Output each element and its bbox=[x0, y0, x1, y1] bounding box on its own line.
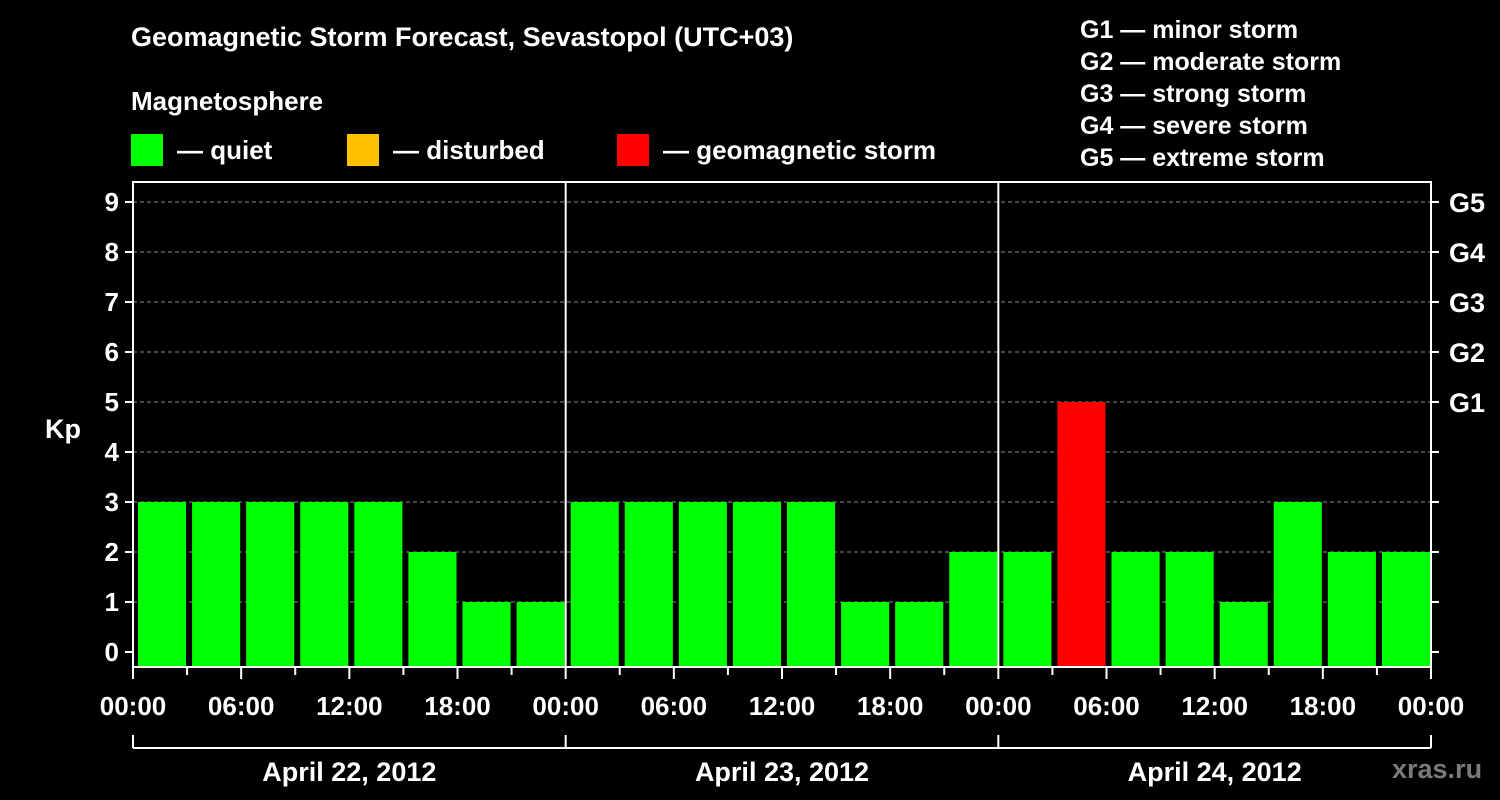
x-tick-label: 06:00 bbox=[1073, 691, 1140, 721]
y-tick-label: 9 bbox=[105, 187, 119, 217]
x-tick-label: 06:00 bbox=[641, 691, 708, 721]
kp-bar bbox=[246, 502, 295, 667]
kp-bar bbox=[1165, 552, 1214, 667]
day-label: April 23, 2012 bbox=[695, 757, 869, 787]
kp-bar bbox=[570, 502, 619, 667]
x-tick-label: 06:00 bbox=[208, 691, 275, 721]
kp-bar bbox=[1003, 552, 1052, 667]
kp-bar bbox=[841, 602, 890, 667]
x-tick-label: 18:00 bbox=[857, 691, 924, 721]
kp-bar bbox=[1381, 552, 1430, 667]
storm-swatch bbox=[617, 134, 649, 166]
kp-bar bbox=[949, 552, 998, 667]
x-tick-label: 12:00 bbox=[316, 691, 383, 721]
chart-title: Geomagnetic Storm Forecast, Sevastopol (… bbox=[131, 22, 794, 52]
g-scale-label: G2 bbox=[1449, 338, 1485, 368]
x-tick-label: 00:00 bbox=[100, 691, 167, 721]
kp-bar bbox=[462, 602, 511, 667]
legend-disturbed-label: — disturbed bbox=[393, 134, 545, 165]
g-scale-item: G2 — moderate storm bbox=[1080, 48, 1342, 76]
legend-heading: Magnetosphere bbox=[131, 86, 324, 116]
legend-storm-label: — geomagnetic storm bbox=[663, 134, 937, 165]
kp-bar bbox=[732, 502, 781, 667]
quiet-swatch bbox=[131, 134, 163, 166]
disturbed-swatch bbox=[347, 134, 379, 166]
g-scale-label: G3 bbox=[1449, 288, 1485, 318]
g-scale-item: G3 — strong storm bbox=[1080, 80, 1307, 108]
x-tick-label: 18:00 bbox=[424, 691, 491, 721]
x-tick-label: 00:00 bbox=[965, 691, 1032, 721]
day-label: April 24, 2012 bbox=[1128, 757, 1302, 787]
kp-bar bbox=[1111, 552, 1160, 667]
legend-disturbed: — disturbed bbox=[347, 133, 545, 167]
g-scale-label: G5 bbox=[1449, 188, 1485, 218]
y-tick-label: 7 bbox=[105, 287, 119, 317]
kp-bar bbox=[1273, 502, 1322, 667]
g-scale-item: G5 — extreme storm bbox=[1080, 144, 1325, 172]
g-scale-label: G4 bbox=[1449, 238, 1485, 268]
g-scale-list: G1 — minor storm G2 — moderate storm G3 … bbox=[1080, 14, 1341, 174]
y-tick-label: 0 bbox=[105, 637, 119, 667]
x-tick-label: 18:00 bbox=[1290, 691, 1357, 721]
kp-bar bbox=[1327, 552, 1376, 667]
legend-quiet-label: — quiet bbox=[177, 134, 273, 165]
y-tick-label: 8 bbox=[105, 237, 119, 267]
kp-bar bbox=[516, 602, 565, 667]
y-axis-label: Kp bbox=[45, 414, 81, 444]
y-tick-label: 2 bbox=[105, 537, 119, 567]
x-tick-label: 12:00 bbox=[1181, 691, 1248, 721]
kp-bar bbox=[624, 502, 673, 667]
kp-bar bbox=[787, 502, 836, 667]
y-tick-label: 4 bbox=[105, 437, 120, 467]
kp-bar bbox=[1219, 602, 1268, 667]
day-label: April 22, 2012 bbox=[262, 757, 436, 787]
legend-quiet: — quiet bbox=[131, 133, 272, 167]
kp-bar bbox=[354, 502, 403, 667]
kp-bar bbox=[138, 502, 187, 667]
y-tick-label: 6 bbox=[105, 337, 119, 367]
x-tick-label: 00:00 bbox=[532, 691, 599, 721]
watermark: xras.ru bbox=[1392, 754, 1483, 784]
y-tick-label: 3 bbox=[105, 487, 119, 517]
y-tick-label: 5 bbox=[105, 387, 119, 417]
legend-storm: — geomagnetic storm bbox=[617, 133, 936, 167]
kp-bar bbox=[408, 552, 457, 667]
kp-bar bbox=[678, 502, 727, 667]
kp-bar bbox=[300, 502, 349, 667]
x-tick-label: 12:00 bbox=[749, 691, 816, 721]
g-scale-label: G1 bbox=[1449, 388, 1485, 418]
kp-bar bbox=[192, 502, 241, 667]
kp-bar bbox=[1057, 402, 1106, 667]
x-tick-label: 00:00 bbox=[1398, 691, 1465, 721]
kp-bar bbox=[895, 602, 944, 667]
y-tick-label: 1 bbox=[105, 587, 119, 617]
g-scale-item: G1 — minor storm bbox=[1080, 16, 1299, 44]
g-scale-item: G4 — severe storm bbox=[1080, 112, 1308, 140]
